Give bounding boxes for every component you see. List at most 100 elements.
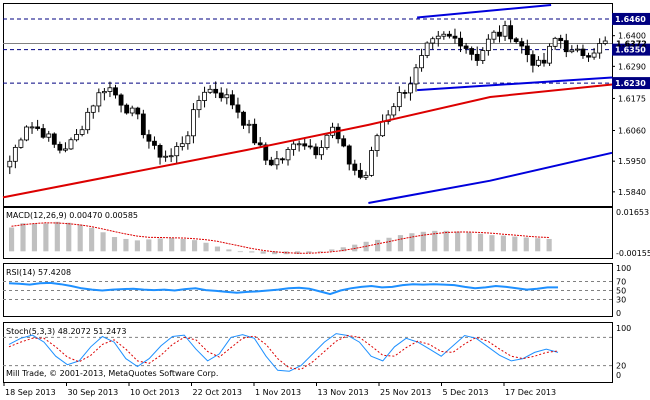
candle-body [280, 158, 285, 161]
channel-lower-line [417, 76, 613, 92]
candle-body [191, 109, 196, 137]
channel-upper-line [417, 4, 552, 19]
price-axis-label: 1.6060 [618, 126, 646, 135]
macd-histogram-bar [500, 235, 506, 252]
candle-body [452, 35, 458, 39]
macd-panel: 0.01653 -0.00155 [9, 208, 650, 258]
candle-body [552, 37, 558, 47]
candle-body [474, 53, 480, 61]
stoch-title: Stoch(5,3,3) 48.2072 51.2473 [6, 327, 126, 336]
candle-body [502, 25, 508, 37]
candle-body [291, 143, 296, 150]
macd-histogram-bar [317, 251, 323, 253]
macd-scale-label: -0.00155 [616, 249, 650, 258]
price-axis-label: 1.6290 [618, 62, 646, 71]
current-price-label: 1.6372 [616, 39, 647, 48]
macd-histogram-bar [146, 239, 152, 252]
date-label: 18 Sep 2013 [5, 388, 56, 397]
watermark: Mill Trade, © 2001-2013, MetaQuotes Soft… [6, 369, 218, 378]
candle-body [101, 91, 107, 94]
panel-frames [3, 3, 613, 383]
candle-body [168, 155, 174, 158]
candle-body [363, 174, 369, 178]
candle-body [113, 87, 118, 96]
macd-histogram-bar [66, 222, 72, 252]
candle-body [374, 135, 380, 151]
price-axis-label: 1.6175 [618, 94, 646, 103]
candle-body [485, 38, 491, 51]
macd-histogram-bar [20, 223, 26, 252]
candle-body [430, 38, 436, 44]
candle-body [563, 40, 569, 53]
candle-body [252, 123, 258, 144]
macd-histogram-bar [386, 237, 392, 252]
macd-scale-label: 0.01653 [616, 208, 649, 217]
candle-body [541, 59, 547, 64]
candle-body [302, 143, 308, 147]
candle-body [207, 88, 213, 93]
macd-histogram-bar [329, 249, 335, 252]
candle-body [380, 121, 386, 137]
macd-histogram-bar [237, 251, 243, 253]
macd-histogram-bar [169, 237, 175, 252]
candle-body [463, 45, 469, 49]
macd-histogram-bar [226, 249, 232, 252]
price-level-label: 1.6230 [615, 79, 646, 88]
candle-body [18, 139, 24, 148]
macd-histogram-bar [77, 224, 83, 252]
date-label: 30 Sep 2013 [68, 388, 119, 397]
macd-histogram-bar [31, 223, 38, 252]
stoch-scale-label: 0 [616, 371, 621, 380]
price-axis-label: 1.6400 [618, 32, 646, 41]
candle-body [213, 88, 219, 94]
macd-histogram-bar [420, 231, 426, 252]
candle-body [547, 45, 552, 64]
candle-body [257, 142, 263, 146]
macd-histogram-bar [375, 239, 381, 252]
candle-body [597, 43, 603, 54]
macd-histogram-bar [249, 251, 255, 253]
candle-body [68, 139, 74, 150]
price-level-tag [612, 43, 650, 56]
candle-body [135, 107, 141, 115]
candle-body [352, 163, 358, 171]
macd-histogram-bar [306, 251, 312, 253]
macd-signal-line [11, 222, 550, 254]
candle-body [369, 150, 374, 176]
candle-body [246, 123, 252, 126]
macd-histogram-bar [466, 232, 472, 252]
macd-histogram-bar [134, 240, 140, 252]
rsi-line [8, 281, 558, 296]
candle-body [508, 25, 514, 40]
candle-body [458, 37, 463, 47]
macd-histogram-bar [340, 247, 346, 252]
candle-body [424, 42, 430, 56]
ma-slow-line [368, 151, 613, 204]
macd-title: MACD(12,26,9) 0.00470 0.00585 [6, 211, 138, 220]
candle-body [235, 104, 241, 113]
stoch-scale-label: 100 [616, 324, 631, 333]
macd-histogram-bar [489, 235, 495, 252]
candle-body [124, 104, 130, 114]
candle-body [469, 48, 475, 55]
rsi-scale-label: 0 [616, 309, 621, 318]
rsi-title: RSI(14) 57.4208 [6, 268, 71, 277]
candle-body [7, 160, 13, 168]
ma-fast-line [2, 83, 613, 199]
price-level-label: 1.6350 [615, 46, 646, 55]
macd-histogram-bar [100, 232, 106, 252]
macd-histogram-bar [409, 233, 415, 252]
candle-body [196, 100, 202, 111]
candle-body [107, 87, 113, 92]
candle-body [268, 159, 274, 166]
candle-body [185, 135, 191, 145]
candle-body [90, 105, 96, 113]
candle-body [63, 148, 68, 151]
candle-body [591, 52, 597, 58]
candle-body [218, 92, 224, 99]
candle-body [497, 31, 502, 37]
macd-histogram-bar [294, 251, 301, 254]
candle-body [146, 134, 152, 142]
macd-histogram-bar [272, 251, 278, 255]
